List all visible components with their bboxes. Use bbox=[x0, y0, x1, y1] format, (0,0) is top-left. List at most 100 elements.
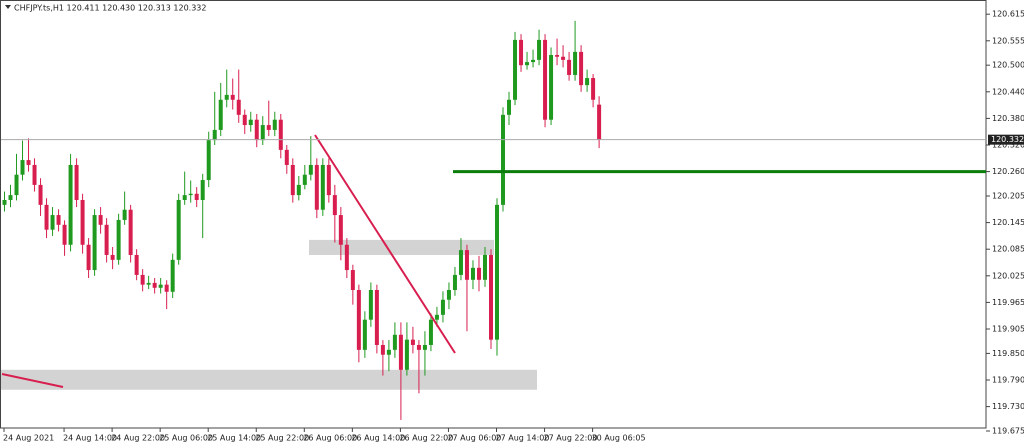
candle-body bbox=[254, 119, 259, 141]
candle-body bbox=[531, 59, 536, 63]
candle-body bbox=[116, 219, 121, 260]
candle-body bbox=[519, 39, 524, 66]
y-tick-label: 119.965 bbox=[992, 298, 1024, 307]
candle-body bbox=[308, 164, 313, 175]
candle-body bbox=[14, 174, 19, 196]
y-tick-label: 120.615 bbox=[992, 10, 1024, 19]
candle-body bbox=[585, 78, 590, 86]
candle-body bbox=[104, 224, 109, 255]
x-tick-label: 25 Aug 22:00 bbox=[255, 434, 309, 443]
candle-body bbox=[164, 284, 169, 292]
candle-body bbox=[591, 78, 596, 100]
y-tick-label: 120.440 bbox=[992, 87, 1024, 96]
candle-body bbox=[476, 267, 481, 280]
candle-body bbox=[44, 204, 49, 230]
candle-body bbox=[38, 184, 43, 205]
candle-body bbox=[404, 339, 409, 370]
candle-body bbox=[68, 164, 73, 245]
y-tick-label: 120.025 bbox=[992, 271, 1024, 280]
candle-body bbox=[56, 215, 61, 225]
candle-body bbox=[398, 334, 403, 370]
plot-frame bbox=[0, 0, 987, 429]
candle-body bbox=[50, 215, 55, 230]
candle-body bbox=[266, 125, 271, 130]
candle-body bbox=[176, 199, 181, 260]
candle-body bbox=[525, 62, 530, 66]
candle-body bbox=[92, 215, 97, 271]
candle-body bbox=[290, 164, 295, 196]
last-price-box bbox=[988, 134, 1024, 145]
x-tick-label: 30 Aug 06:05 bbox=[592, 434, 646, 443]
candle-body bbox=[284, 149, 289, 165]
x-tick-label: 26 Aug 22:00 bbox=[399, 434, 453, 443]
candle-body bbox=[8, 195, 13, 200]
price-zone bbox=[309, 239, 494, 255]
candle-body bbox=[446, 289, 451, 300]
candle-body bbox=[440, 299, 445, 315]
candle-body bbox=[224, 94, 229, 100]
candle-body bbox=[561, 56, 566, 60]
y-tick-label: 119.790 bbox=[992, 376, 1024, 385]
y-tick-label: 120.205 bbox=[992, 191, 1024, 200]
candle-body bbox=[567, 59, 572, 75]
candle-body bbox=[350, 270, 355, 290]
candle-body bbox=[146, 282, 151, 285]
candle-body bbox=[206, 140, 211, 181]
candle-body bbox=[332, 195, 337, 216]
candle-body bbox=[230, 94, 235, 100]
chart-header: CHFJPY.ts,H1 120.411 120.430 120.313 120… bbox=[14, 4, 206, 13]
candle-body bbox=[188, 193, 193, 196]
candle-body bbox=[2, 199, 7, 205]
candle-body bbox=[26, 160, 31, 165]
candle-body bbox=[573, 51, 578, 75]
candle-body bbox=[260, 125, 265, 141]
candle-body bbox=[314, 164, 319, 210]
candle-body bbox=[392, 334, 397, 350]
x-tick-label: 24 Aug 14:00 bbox=[63, 434, 117, 443]
x-tick-label: 26 Aug 06:00 bbox=[303, 434, 357, 443]
candle-body bbox=[236, 99, 241, 115]
candle-body bbox=[122, 209, 127, 220]
candle-body bbox=[380, 344, 385, 355]
y-tick-label: 120.085 bbox=[992, 245, 1024, 254]
candles bbox=[2, 20, 602, 420]
last-price-label: 120.332 bbox=[991, 135, 1024, 144]
candle-body bbox=[32, 164, 37, 185]
candle-body bbox=[579, 51, 584, 86]
candle-body bbox=[278, 119, 283, 150]
candle-body bbox=[140, 274, 145, 285]
y-tick-label: 120.260 bbox=[992, 167, 1024, 176]
candle-body bbox=[212, 129, 217, 141]
y-tick-label: 120.380 bbox=[992, 114, 1024, 123]
candle-body bbox=[80, 199, 85, 245]
candle-body bbox=[416, 344, 421, 350]
trend-line bbox=[314, 134, 456, 354]
candle-body bbox=[98, 215, 103, 225]
candle-body bbox=[218, 99, 223, 130]
candle-body bbox=[464, 250, 469, 280]
x-tick-label: 24 Aug 2021 bbox=[3, 434, 54, 443]
candle-body bbox=[482, 254, 487, 280]
candle-body bbox=[194, 193, 199, 200]
candle-body bbox=[495, 204, 500, 340]
candle-body bbox=[470, 267, 475, 280]
zones bbox=[1, 239, 537, 390]
candle-body bbox=[597, 104, 602, 140]
menu-triangle bbox=[5, 5, 11, 9]
x-tick-label: 24 Aug 22:00 bbox=[111, 434, 165, 443]
candle-body bbox=[488, 254, 493, 340]
candle-body bbox=[428, 319, 433, 345]
candle-body bbox=[543, 39, 548, 120]
y-tick-label: 120.145 bbox=[992, 218, 1024, 227]
candle-body bbox=[170, 259, 175, 292]
candle-body bbox=[356, 289, 361, 350]
candle-body bbox=[410, 339, 415, 345]
x-tick-label: 25 Aug 06:00 bbox=[159, 434, 213, 443]
y-tick-label: 120.555 bbox=[992, 36, 1024, 45]
candle-body bbox=[110, 254, 115, 260]
candle-body bbox=[458, 250, 463, 275]
x-tick-label: 26 Aug 14:00 bbox=[351, 434, 405, 443]
y-tick-label: 119.675 bbox=[992, 427, 1024, 436]
